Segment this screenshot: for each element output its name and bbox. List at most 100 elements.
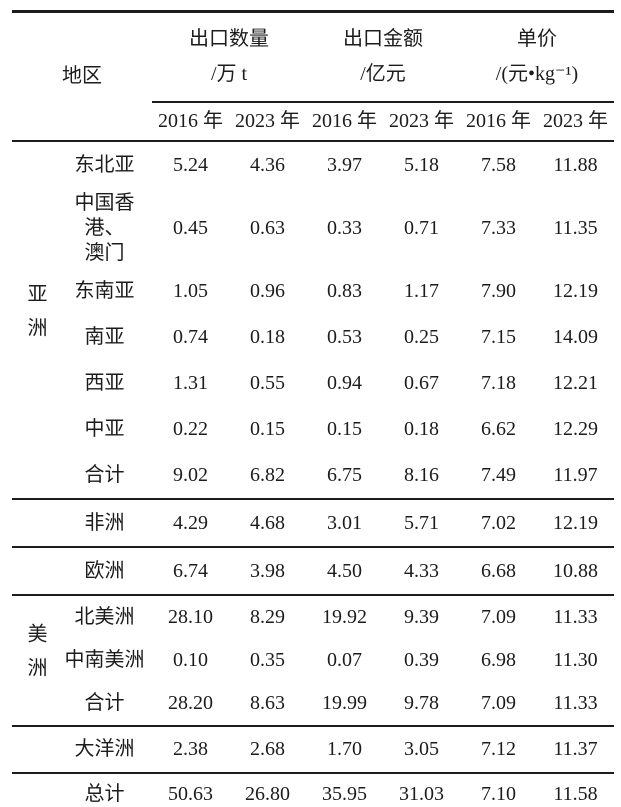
- row-grand-total: 总计 50.63 26.80 35.95 31.03 7.10 11.58: [12, 772, 614, 807]
- data-cell: 0.45: [173, 216, 208, 239]
- group-header-unit-price: 单价 /(元•kg⁻¹): [460, 11, 614, 103]
- row-central-south-america: 中南美洲 0.10 0.35 0.07 0.39 6.98 11.30: [12, 639, 614, 682]
- data-cell: 6.75: [327, 463, 362, 486]
- row-asia-subtotal: 合计 9.02 6.82 6.75 8.16 7.49 11.97: [12, 452, 614, 499]
- data-cell: 31.03: [383, 772, 460, 807]
- data-cell: 1.70: [306, 725, 383, 773]
- data-cell: 9.39: [383, 594, 460, 639]
- group-header-export-value: 出口金额 /亿元: [306, 11, 460, 103]
- data-cell: 0.22: [173, 417, 208, 440]
- data-cell: 7.02: [460, 498, 537, 547]
- row-south-asia: 南亚 0.74 0.18 0.53 0.25 7.15 14.09: [12, 314, 614, 360]
- group-title: 单价: [517, 28, 557, 50]
- data-cell: 10.88: [537, 546, 614, 595]
- data-cell: 0.55: [250, 371, 285, 394]
- data-cell: 0.35: [250, 649, 285, 671]
- grand-total-label: 总计: [57, 772, 152, 807]
- data-cell: 11.35: [553, 216, 598, 239]
- data-cell: 11.30: [553, 649, 598, 671]
- row-southeast-asia: 东南亚 1.05 0.96 0.83 1.17 7.90 12.19: [12, 268, 614, 314]
- data-cell: 11.33: [537, 594, 614, 639]
- group-unit: /(元•kg⁻¹): [495, 63, 579, 85]
- data-cell: 12.19: [553, 279, 598, 302]
- subtotal-label: 合计: [84, 463, 125, 486]
- data-cell: 2.68: [229, 725, 306, 773]
- data-cell: 0.33: [327, 216, 362, 239]
- spacer-cell: [12, 725, 57, 773]
- data-cell: 19.92: [306, 594, 383, 639]
- year-header: 2016 年: [152, 102, 229, 142]
- data-cell: 3.98: [229, 546, 306, 595]
- region-label: 南亚: [84, 325, 125, 348]
- data-cell: 11.97: [553, 463, 598, 486]
- row-north-america: 美洲 北美洲 28.10 8.29 19.92 9.39 7.09 11.33: [12, 594, 614, 726]
- data-cell: 4.36: [250, 153, 285, 176]
- row-oceania: 大洋洲 2.38 2.68 1.70 3.05 7.12 11.37: [12, 725, 614, 773]
- row-europe: 欧洲 6.74 3.98 4.50 4.33 6.68 10.88: [12, 546, 614, 595]
- data-cell: 7.58: [481, 153, 516, 176]
- group-label-asia: 亚洲: [12, 141, 57, 499]
- data-cell: 11.37: [537, 725, 614, 773]
- data-cell: 7.09: [460, 594, 537, 639]
- data-cell: 1.17: [404, 279, 439, 302]
- region-column-header: 地区: [12, 11, 152, 142]
- group-label-text: 亚洲: [24, 282, 46, 351]
- data-cell: 28.20: [168, 692, 213, 714]
- data-cell: 0.25: [404, 325, 439, 348]
- data-cell: 5.18: [404, 153, 439, 176]
- data-cell: 3.97: [327, 153, 362, 176]
- row-west-asia: 西亚 1.31 0.55 0.94 0.67 7.18 12.21: [12, 360, 614, 406]
- spacer-cell: [12, 772, 57, 807]
- data-cell: 6.68: [460, 546, 537, 595]
- row-hk-macau: 中国香港、 澳门 0.45 0.63 0.33 0.71 7.33 11.35: [12, 188, 614, 268]
- data-cell: 0.10: [173, 649, 208, 671]
- data-cell: 7.09: [481, 692, 516, 714]
- data-cell: 11.88: [553, 153, 598, 176]
- region-label: 中国香港、 澳门: [74, 191, 135, 264]
- row-northeast-asia: 亚洲 东北亚 5.24 4.36 3.97 5.18 7.58 11.88: [12, 141, 614, 351]
- year-header: 2016 年: [460, 102, 537, 142]
- data-cell: 0.74: [173, 325, 208, 348]
- data-cell: 7.33: [481, 216, 516, 239]
- data-cell: 26.80: [229, 772, 306, 807]
- region-label: 中南美洲: [64, 649, 145, 671]
- year-header: 2023 年: [383, 102, 460, 142]
- data-cell: 0.18: [250, 325, 285, 348]
- spacer-cell: [12, 546, 57, 595]
- data-cell: 8.16: [404, 463, 439, 486]
- data-cell: 14.09: [553, 325, 598, 348]
- group-header-export-quantity: 出口数量 /万 t: [152, 11, 306, 103]
- data-cell: 7.18: [481, 371, 516, 394]
- group-unit: /万 t: [210, 63, 248, 85]
- export-statistics-table: 地区 出口数量 /万 t 出口金额 /亿元 单价 /(元•kg⁻¹) 2016 …: [12, 10, 614, 807]
- data-cell: 7.10: [460, 772, 537, 807]
- region-label: 大洋洲: [57, 725, 152, 773]
- group-label-americas: 美洲: [12, 594, 57, 726]
- row-central-asia: 中亚 0.22 0.15 0.15 0.18 6.62 12.29: [12, 406, 614, 452]
- group-unit: /亿元: [360, 63, 406, 85]
- data-cell: 2.38: [152, 725, 229, 773]
- data-cell: 7.90: [481, 279, 516, 302]
- data-cell: 0.07: [327, 649, 362, 671]
- data-cell: 6.62: [481, 417, 516, 440]
- data-cell: 28.10: [152, 594, 229, 639]
- data-cell: 12.29: [553, 417, 598, 440]
- data-cell: 5.24: [173, 153, 208, 176]
- data-cell: 0.71: [404, 216, 439, 239]
- data-cell: 0.63: [250, 216, 285, 239]
- spacer-cell: [12, 498, 57, 547]
- data-cell: 4.50: [306, 546, 383, 595]
- year-header: 2023 年: [229, 102, 306, 142]
- data-cell: 0.94: [327, 371, 362, 394]
- data-cell: 4.33: [383, 546, 460, 595]
- data-cell: 8.63: [250, 692, 285, 714]
- data-cell: 11.58: [537, 772, 614, 807]
- header-row-years: 2016 年 2023 年 2016 年 2023 年 2016 年 2023 …: [12, 102, 614, 142]
- data-cell: 7.15: [481, 325, 516, 348]
- region-label: 北美洲: [57, 594, 152, 639]
- data-cell: 12.19: [537, 498, 614, 547]
- data-cell: 3.05: [383, 725, 460, 773]
- data-cell: 5.71: [383, 498, 460, 547]
- data-cell: 1.05: [173, 279, 208, 302]
- region-label: 欧洲: [57, 546, 152, 595]
